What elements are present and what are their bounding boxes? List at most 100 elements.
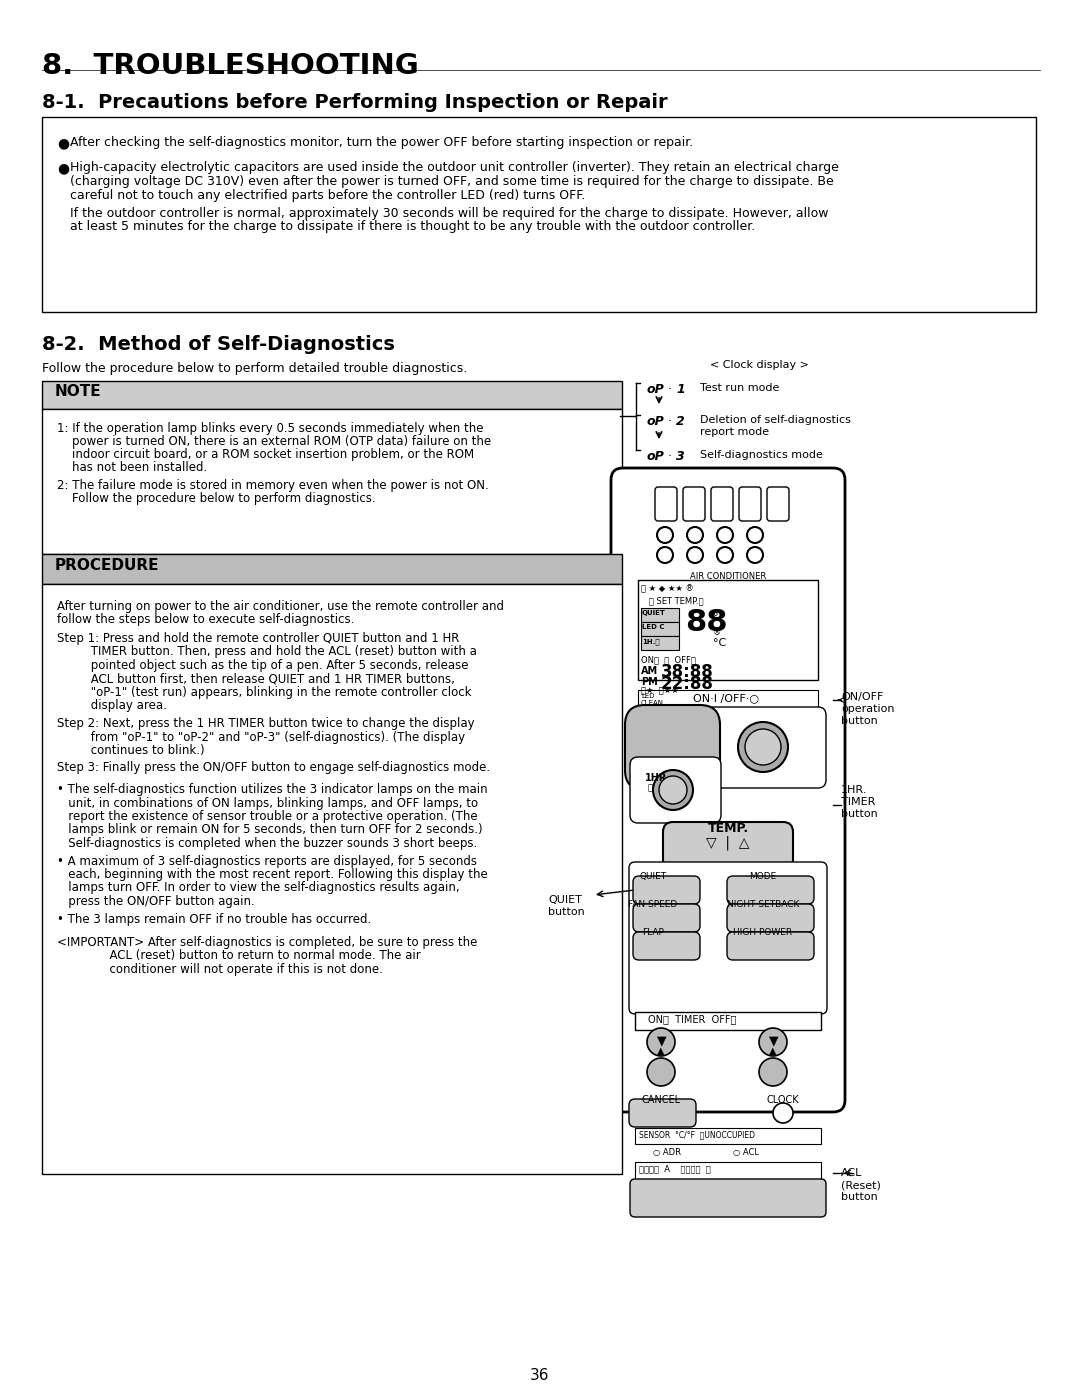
Text: "oP-1" (test run) appears, blinking in the remote controller clock: "oP-1" (test run) appears, blinking in t… [57,686,472,698]
Text: Follow the procedure below to perform detailed trouble diagnostics.: Follow the procedure below to perform de… [42,362,468,374]
FancyBboxPatch shape [630,1179,826,1217]
Text: AM: AM [642,666,658,676]
Circle shape [647,1028,675,1056]
Text: Follow the procedure below to perform diagnostics.: Follow the procedure below to perform di… [57,492,376,504]
Text: ON/OFF: ON/OFF [841,692,883,703]
Circle shape [747,527,762,543]
Text: ▼: ▼ [769,1034,779,1046]
Text: indoor circuit board, or a ROM socket insertion problem, or the ROM: indoor circuit board, or a ROM socket in… [57,448,474,461]
FancyBboxPatch shape [633,932,700,960]
Text: report mode: report mode [700,427,769,437]
Text: SENSOR  °C/°F  ⓂUNOCCUPIED: SENSOR °C/°F ⓂUNOCCUPIED [639,1130,755,1139]
Text: ▽  |  △: ▽ | △ [706,835,750,851]
FancyBboxPatch shape [711,488,733,521]
Text: power is turned ON, there is an external ROM (OTP data) failure on the: power is turned ON, there is an external… [57,434,491,448]
Text: TIMER button. Then, press and hold the ACL (reset) button with a: TIMER button. Then, press and hold the A… [57,645,477,658]
Text: 36: 36 [530,1368,550,1383]
Circle shape [745,729,781,766]
Text: FLAP: FLAP [643,928,664,937]
Text: lamps blink or remain ON for 5 seconds, then turn OFF for 2 seconds.): lamps blink or remain ON for 5 seconds, … [57,823,483,837]
Text: HIGH POWER: HIGH POWER [733,928,793,937]
Text: Ⓐ ★ ◆ ★★ ®: Ⓐ ★ ◆ ★★ ® [642,584,693,592]
Circle shape [653,770,693,810]
Text: button: button [548,907,584,916]
Text: continues to blink.): continues to blink.) [57,745,204,757]
Circle shape [647,1058,675,1085]
Text: (Reset): (Reset) [841,1180,881,1190]
Text: 8-1.  Precautions before Performing Inspection or Repair: 8-1. Precautions before Performing Inspe… [42,94,667,112]
Text: Step 3: Finally press the ON/OFF button to engage self-diagnostics mode.: Step 3: Finally press the ON/OFF button … [57,761,490,774]
Text: MODE: MODE [750,872,777,882]
FancyBboxPatch shape [629,862,827,1014]
Circle shape [717,527,733,543]
Text: unit, in combinations of ON lamps, blinking lamps, and OFF lamps, to: unit, in combinations of ON lamps, blink… [57,796,478,809]
Text: button: button [841,809,878,819]
Text: °C: °C [713,638,726,648]
Text: FAN SPEED: FAN SPEED [629,900,677,909]
FancyBboxPatch shape [663,821,793,870]
Text: ▲: ▲ [769,1046,777,1056]
FancyBboxPatch shape [767,488,789,521]
Circle shape [738,722,788,773]
Text: ONⓈ  Ⓢ  OFFⓈ: ONⓈ Ⓢ OFFⓈ [642,655,696,664]
Text: After turning on power to the air conditioner, use the remote controller and: After turning on power to the air condit… [57,599,504,613]
Text: ACL: ACL [841,1168,862,1178]
Text: oP: oP [647,383,665,395]
Text: from "oP-1" to "oP-2" and "oP-3" (self-diagnostics). (The display: from "oP-1" to "oP-2" and "oP-3" (self-d… [57,731,465,743]
Text: • The 3 lamps remain OFF if no trouble has occurred.: • The 3 lamps remain OFF if no trouble h… [57,912,372,925]
Text: oP: oP [647,415,665,427]
FancyBboxPatch shape [727,876,814,904]
Text: 1: If the operation lamp blinks every 0.5 seconds immediately when the: 1: If the operation lamp blinks every 0.… [57,422,484,434]
FancyBboxPatch shape [727,932,814,960]
Text: °F: °F [713,612,725,622]
Text: Deletion of self-diagnostics: Deletion of self-diagnostics [700,415,851,425]
Text: Step 1: Press and hold the remote controller QUIET button and 1 HR: Step 1: Press and hold the remote contro… [57,631,459,645]
Text: ·: · [669,415,672,427]
Text: ACL button first, then release QUIET and 1 HR TIMER buttons,: ACL button first, then release QUIET and… [57,672,455,686]
Bar [642,622,679,636]
Text: • The self-diagnostics function utilizes the 3 indicator lamps on the main: • The self-diagnostics function utilizes… [57,782,488,796]
Text: 88: 88 [685,608,728,637]
Text: QUIET: QUIET [642,610,666,616]
Circle shape [747,548,762,563]
Text: ON·I /OFF·○: ON·I /OFF·○ [693,693,759,703]
Text: PROCEDURE: PROCEDURE [55,557,160,573]
FancyBboxPatch shape [611,468,845,1112]
Text: • A maximum of 3 self-diagnostics reports are displayed, for 5 seconds: • A maximum of 3 self-diagnostics report… [57,855,477,868]
Circle shape [687,548,703,563]
Text: PM: PM [642,678,658,687]
Text: <IMPORTANT> After self-diagnostics is completed, be sure to press the: <IMPORTANT> After self-diagnostics is co… [57,936,477,949]
Text: QUIET: QUIET [639,872,666,882]
Circle shape [659,775,687,805]
FancyBboxPatch shape [727,904,814,932]
Bar [638,580,818,680]
FancyBboxPatch shape [630,757,721,823]
Text: If the outdoor controller is normal, approximately 30 seconds will be required f: If the outdoor controller is normal, app… [70,207,828,219]
Text: button: button [841,717,878,726]
FancyBboxPatch shape [630,707,826,788]
Bar [642,608,679,622]
Text: conditioner will not operate if this is not done.: conditioner will not operate if this is … [57,963,383,977]
Text: ®: ® [713,629,721,637]
Text: careful not to touch any electrified parts before the controller LED (red) turns: careful not to touch any electrified par… [70,189,585,203]
Text: High-capacity electrolytic capacitors are used inside the outdoor unit controlle: High-capacity electrolytic capacitors ar… [70,161,839,175]
Bar [642,636,679,650]
Text: CANCEL: CANCEL [642,1095,680,1105]
Text: ▼: ▼ [657,1034,666,1046]
Bar [42,381,622,409]
Text: ●: ● [57,161,69,175]
FancyBboxPatch shape [633,876,700,904]
Text: CLOCK: CLOCK [767,1095,799,1105]
Text: report the existence of sensor trouble or a protective operation. (The: report the existence of sensor trouble o… [57,810,477,823]
Text: TEMP.: TEMP. [707,821,748,835]
Text: LED
CLEAN: LED CLEAN [642,693,664,705]
Text: ONⓈ  TIMER  OFFⓈ: ONⓈ TIMER OFFⓈ [648,1014,737,1024]
Text: at least 5 minutes for the charge to dissipate if there is thought to be any tro: at least 5 minutes for the charge to dis… [70,219,755,233]
Circle shape [657,527,673,543]
Text: QUIET: QUIET [548,895,582,905]
Circle shape [717,548,733,563]
Text: Step 2: Next, press the 1 HR TIMER button twice to change the display: Step 2: Next, press the 1 HR TIMER butto… [57,717,474,731]
Text: 22:88: 22:88 [661,675,714,693]
FancyBboxPatch shape [739,488,761,521]
Text: LED C: LED C [642,624,664,630]
